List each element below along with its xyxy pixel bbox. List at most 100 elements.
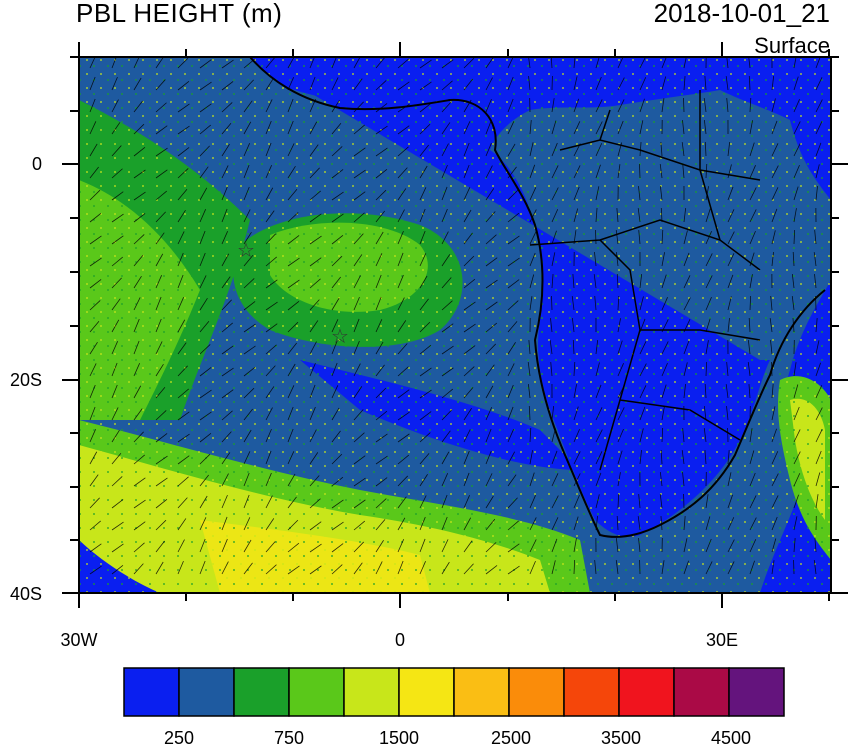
wind-barb [133, 521, 146, 531]
wind-barb [485, 98, 492, 113]
wind-barb [375, 477, 388, 487]
wind-barb [353, 169, 366, 179]
wind-barb [705, 318, 711, 333]
wind-barb [243, 345, 256, 355]
station-star-icon: ☆ [331, 326, 349, 348]
wind-barb [771, 165, 779, 179]
wind-barb [639, 406, 646, 421]
map-level: Surface [754, 33, 830, 58]
wind-barb [617, 428, 624, 443]
wind-barb [287, 542, 300, 553]
wind-barb [507, 342, 516, 355]
wind-barb [793, 99, 800, 113]
wind-barb [309, 213, 322, 223]
wind-barb [551, 187, 559, 201]
wind-barb [287, 165, 296, 179]
wind-barb [133, 542, 145, 553]
wind-barb [441, 323, 454, 333]
wind-barb [221, 538, 228, 553]
wind-barb [221, 253, 230, 267]
wind-barb [419, 344, 432, 355]
wind-barb [177, 455, 190, 465]
wind-barb [287, 496, 297, 509]
wind-barb [595, 384, 602, 399]
wind-barb [639, 98, 645, 113]
wind-barb [331, 213, 344, 223]
wind-barb [221, 123, 232, 135]
wind-barb [155, 275, 163, 289]
wind-barb [177, 560, 184, 575]
wind-barb [111, 191, 124, 201]
wind-barb [265, 233, 276, 245]
wind-barb [89, 235, 102, 245]
wind-barb [705, 561, 713, 575]
wind-barb [771, 538, 777, 553]
wind-barb [617, 99, 625, 113]
wind-barb [441, 122, 451, 135]
wind-barb [573, 208, 579, 223]
wind-barb [595, 208, 598, 223]
wind-barb [551, 495, 559, 509]
wind-barb [353, 296, 360, 311]
wind-barb [419, 253, 427, 267]
wind-barb [287, 77, 295, 91]
wind-barb [397, 454, 410, 465]
wind-barb [89, 406, 96, 421]
wind-barb [331, 499, 344, 509]
wind-barb [704, 384, 707, 399]
wind-barb [573, 57, 576, 69]
wind-barb [551, 428, 556, 443]
wind-barb [199, 367, 212, 377]
wind-barb [111, 235, 124, 245]
colorbar-swatch [563, 667, 620, 717]
wind-barb [615, 252, 619, 267]
wind-barb [177, 342, 187, 355]
colorbar [123, 667, 785, 717]
wind-barb [243, 517, 251, 531]
wind-barb [133, 146, 146, 157]
wind-barb [375, 80, 387, 91]
wind-barb [770, 340, 773, 355]
wind-barb [89, 189, 101, 201]
wind-barb [595, 494, 600, 509]
wind-barb [375, 410, 388, 421]
wind-barb [419, 187, 427, 201]
wind-barb [155, 102, 167, 113]
wind-barb [661, 252, 665, 267]
wind-barb [177, 103, 190, 113]
wind-barb [639, 363, 647, 377]
wind-barb [705, 494, 709, 509]
wind-barb [375, 168, 388, 179]
wind-barb [287, 385, 295, 399]
wind-barb [726, 362, 729, 377]
wind-barb [793, 429, 801, 443]
wind-barb [177, 388, 189, 399]
wind-barb [771, 384, 774, 399]
wind-barb [133, 275, 142, 289]
wind-barb [353, 499, 366, 509]
wind-barb [615, 230, 619, 245]
wind-barb [111, 298, 121, 311]
wind-barb [573, 429, 580, 443]
wind-barb [705, 361, 708, 377]
wind-barb [705, 538, 712, 553]
wind-barb [529, 560, 536, 575]
wind-barb [265, 450, 272, 465]
wind-barb [595, 121, 603, 135]
wind-barb [639, 120, 644, 135]
wind-barb [507, 76, 514, 91]
wind-barb [595, 143, 603, 157]
wind-barb [703, 428, 707, 443]
wind-barb [683, 57, 687, 69]
wind-barb [331, 146, 343, 157]
wind-barb [309, 565, 322, 575]
wind-barb [771, 98, 776, 113]
wind-barb [683, 319, 691, 333]
wind-barb [749, 517, 757, 531]
wind-barb [397, 167, 408, 179]
wind-barb [683, 384, 686, 399]
wind-barb [529, 142, 534, 157]
wind-barb [221, 410, 233, 421]
wind-barb [353, 78, 363, 91]
wind-barb [89, 121, 97, 135]
